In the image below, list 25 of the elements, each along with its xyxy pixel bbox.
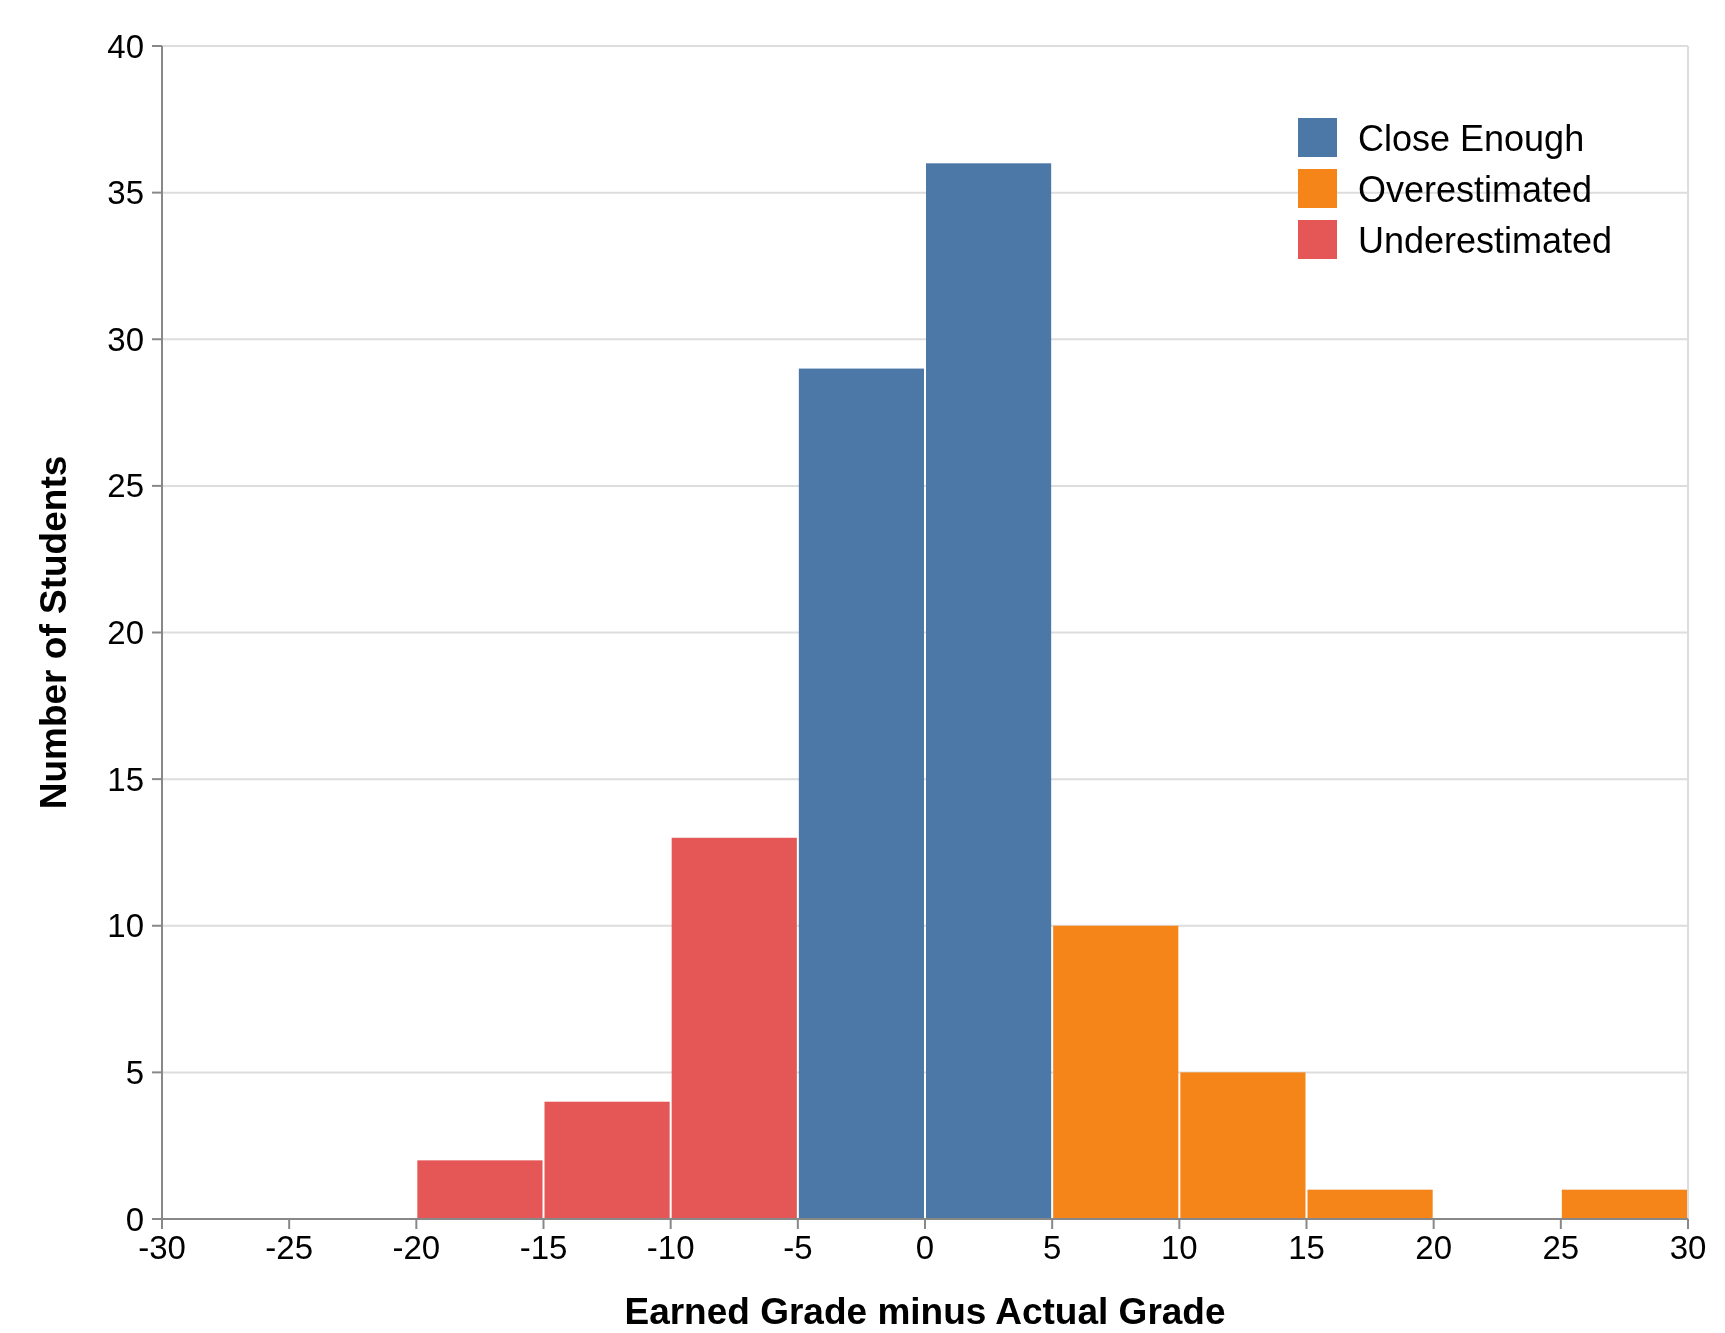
y-tick-label: 20 — [107, 614, 144, 652]
y-tick-label: 30 — [107, 320, 144, 358]
x-tick-label: 20 — [1415, 1229, 1453, 1266]
legend-label: Underestimated — [1358, 219, 1613, 261]
y-axis-title: Number of Students — [33, 455, 74, 810]
legend-label: Close Enough — [1358, 117, 1585, 159]
x-tick-label: 30 — [1669, 1229, 1707, 1266]
x-tick-label: 15 — [1288, 1229, 1325, 1266]
x-tick-label: -25 — [265, 1229, 314, 1266]
legend-label: Overestimated — [1358, 168, 1593, 210]
y-tick-label: 10 — [107, 907, 144, 945]
x-tick-label: 25 — [1542, 1229, 1580, 1266]
x-tick-label: -15 — [519, 1229, 568, 1266]
y-tick-label: 40 — [107, 27, 144, 65]
y-tick-label: 15 — [107, 760, 144, 798]
y-tick-label: 5 — [125, 1053, 144, 1091]
x-tick-label: -10 — [646, 1229, 695, 1266]
x-tick-label: -20 — [392, 1229, 441, 1266]
x-tick-label: 10 — [1160, 1229, 1198, 1266]
y-tick-label: 35 — [107, 174, 144, 212]
y-tick-label: 25 — [107, 467, 144, 505]
x-tick-label: 0 — [915, 1229, 935, 1266]
x-axis-title: Earned Grade minus Actual Grade — [624, 1291, 1226, 1332]
x-tick-label: -5 — [783, 1229, 813, 1266]
x-tick-label: 5 — [1042, 1229, 1062, 1266]
